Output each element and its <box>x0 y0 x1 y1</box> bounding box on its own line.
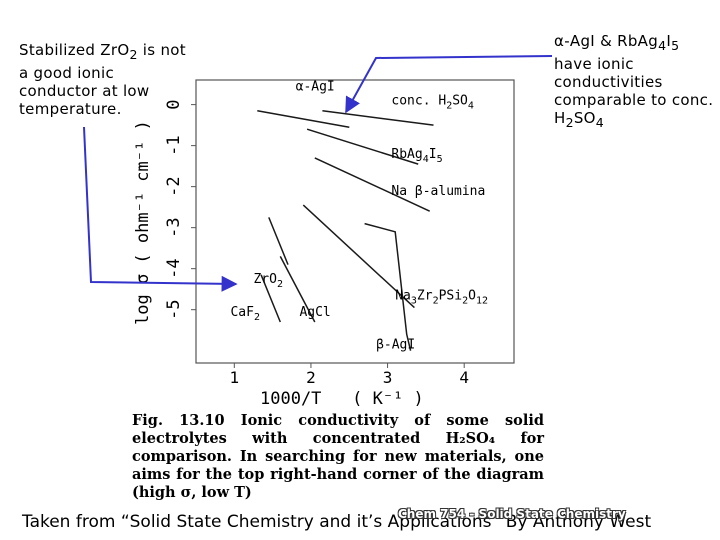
y-tick-label: -4 <box>164 258 184 278</box>
y-tick-label: -1 <box>164 135 184 155</box>
note-zro2: Stabilized ZrO2 is not a good ionic cond… <box>19 41 186 118</box>
callout-arrows <box>83 55 553 292</box>
curve-label-4: ZrO2 <box>253 272 283 290</box>
series-line-5 <box>268 217 289 265</box>
x-tick-label: 1 <box>229 368 239 387</box>
note-agi: α-AgI & RbAg4I5 have ionic conductivitie… <box>554 32 714 130</box>
figure-caption: Fig. 13.10 Ionic conductivity of some so… <box>132 412 544 502</box>
series-line-0 <box>257 110 350 128</box>
curve-label-2: RbAg4I5 <box>391 147 442 165</box>
curve-label-1: conc. H2SO4 <box>391 94 474 112</box>
svg-text:log σ ( ohm⁻¹ cm⁻¹ ): log σ ( ohm⁻¹ cm⁻¹ ) <box>133 120 153 325</box>
series-line-4 <box>302 204 415 309</box>
series-line-3 <box>314 157 431 212</box>
x-axis-label: 1000/T ( K⁻¹ ) <box>260 389 424 409</box>
y-axis-label: log σ ( ohm⁻¹ cm⁻¹ ) <box>133 120 153 325</box>
curve-label-7: Na3Zr2PSi2O12 <box>395 288 488 306</box>
caption-label: Fig. 13.10 <box>132 412 225 429</box>
arrow-zro2 <box>83 126 238 292</box>
caption-text: Ionic conductivity of some solid electro… <box>132 412 544 501</box>
series-line-6 <box>260 274 281 323</box>
x-tick-label: 3 <box>383 368 393 387</box>
series-line-1 <box>322 110 434 126</box>
curve-label-6: AgCl <box>299 305 330 320</box>
curve-label-5: CaF2 <box>230 305 260 323</box>
x-tick-label: 4 <box>459 368 469 387</box>
curve-label-3: Na β-alumina <box>391 184 485 199</box>
series-line-8 <box>364 222 412 351</box>
curve-label-0: α-AgI <box>296 79 335 94</box>
series-line-7 <box>279 256 316 323</box>
series-line-2 <box>306 128 419 165</box>
y-tick-label: 0 <box>164 99 184 109</box>
x-tick-label: 2 <box>306 368 316 387</box>
source-credit: Taken from “Solid State Chemistry and it… <box>22 512 652 532</box>
curve-label-8: β-AgI <box>376 338 415 353</box>
arrow-agi <box>345 55 553 114</box>
y-tick-label: -5 <box>164 299 184 319</box>
course-watermark: Chem 754 - Solid State Chemistry <box>398 507 626 521</box>
y-tick-label: -2 <box>164 176 184 196</box>
plot-frame <box>195 79 515 364</box>
y-tick-label: -3 <box>164 217 184 237</box>
